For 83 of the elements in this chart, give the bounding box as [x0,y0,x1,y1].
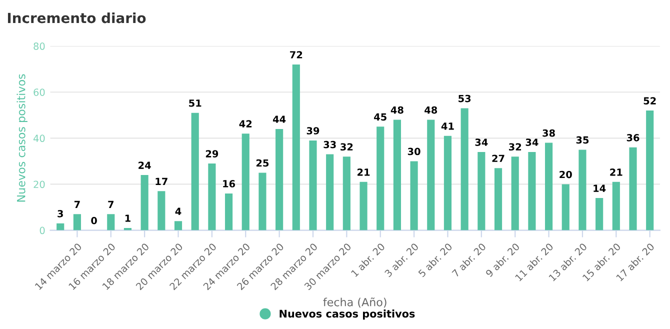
bar [292,64,300,230]
data-label: 21 [610,168,622,176]
bar [494,168,502,230]
bar [596,198,604,230]
bar [360,182,368,230]
data-label: 39 [306,127,320,134]
bar [224,193,233,230]
bar [393,120,401,230]
bar [478,152,486,230]
bar [444,136,452,230]
data-label: 0 [91,216,97,224]
data-label: 17 [156,178,168,185]
data-label: 27 [492,154,504,162]
x-axis-title: fecha (Año) [323,298,386,308]
y-tick-label: 0 [40,226,45,234]
bar [427,120,435,230]
bar [208,164,216,230]
data-label: 52 [644,97,656,104]
bar [376,126,384,230]
bar [107,214,115,230]
data-label: 1 [125,214,130,222]
data-label: 41 [441,122,454,130]
bar [309,140,317,230]
data-label: 7 [74,200,80,208]
data-label: 48 [424,106,438,114]
y-axis-title: Nuevos casos positivos [16,74,28,202]
bar [276,128,284,230]
chart-title: Incremento diario [8,12,146,24]
data-label: 16 [223,180,236,188]
data-label: 36 [626,134,640,142]
x-tick-label: 1 abr. 20 [350,242,386,278]
data-label: 3 [58,210,63,218]
data-label: 45 [374,113,386,121]
y-tick-label: 20 [34,180,45,188]
data-label: 7 [108,200,114,208]
legend-label: Nuevos casos positivos [280,310,415,320]
bar [528,152,536,230]
data-label: 38 [542,129,555,137]
bar [342,156,350,230]
data-label: 34 [475,138,488,146]
data-label: 4 [175,208,182,215]
bar [258,172,266,230]
bar [460,108,468,230]
bar [242,134,250,230]
bar [578,150,586,230]
data-label: 53 [458,94,471,102]
data-label: 29 [206,150,218,158]
data-label: 32 [508,143,522,151]
bar [545,142,553,230]
bar [562,184,570,230]
data-label: 48 [390,106,404,114]
data-label: 34 [526,138,538,146]
data-label: 51 [189,100,202,107]
bar [158,191,166,230]
y-tick-label: 80 [34,42,45,50]
bar [56,223,64,230]
data-label: 32 [340,143,353,151]
bar [410,161,418,230]
y-tick-label: 60 [34,88,45,96]
bar [629,147,637,230]
bar [612,182,620,230]
bar [174,221,182,230]
data-label: 30 [408,148,420,156]
x-tick-label: 3 abr. 20 [384,242,419,278]
data-label: 20 [560,170,572,178]
data-label: 24 [138,162,151,169]
bar [140,175,148,230]
bar [191,112,199,230]
data-label: 44 [272,116,286,123]
x-tick-label: 5 abr. 20 [418,242,453,278]
bar [326,154,334,230]
bar [646,110,654,230]
data-label: 72 [290,51,302,58]
bar [511,156,519,230]
data-label: 35 [576,136,589,144]
data-label: 33 [324,140,336,148]
x-tick-label: 7 abr. 20 [452,242,486,278]
y-tick-label: 40 [33,134,45,142]
bar [73,214,81,230]
data-label: 21 [358,168,370,176]
data-label: 42 [239,120,252,128]
data-label: 25 [256,159,269,167]
data-label: 14 [594,184,606,192]
